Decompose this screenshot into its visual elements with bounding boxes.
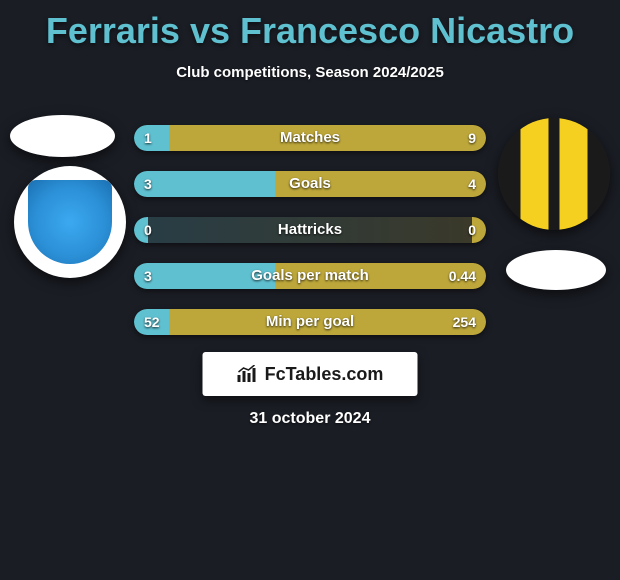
source-logo-text: FcTables.com xyxy=(265,364,384,385)
chart-icon xyxy=(237,365,259,383)
stats-bars: 19Matches 34Goals 00Hattricks 30.44Goals pe… xyxy=(134,125,486,355)
stat-label: Goals per match xyxy=(134,263,486,289)
source-logo: FcTables.com xyxy=(203,352,418,396)
snapshot-date: 31 october 2024 xyxy=(0,410,620,428)
player-left-avatar xyxy=(10,115,115,157)
stat-label: Hattricks xyxy=(134,217,486,243)
stat-row: 34Goals xyxy=(134,171,486,197)
team-left-badge xyxy=(14,166,126,278)
comparison-subtitle: Club competitions, Season 2024/2025 xyxy=(0,64,620,81)
team-right-badge xyxy=(506,250,606,290)
stat-row: 30.44Goals per match xyxy=(134,263,486,289)
player-right-avatar xyxy=(498,118,610,230)
stat-row: 52254Min per goal xyxy=(134,309,486,335)
comparison-title: Ferraris vs Francesco Nicastro xyxy=(0,0,620,52)
stat-row: 00Hattricks xyxy=(134,217,486,243)
stat-label: Min per goal xyxy=(134,309,486,335)
stat-label: Goals xyxy=(134,171,486,197)
stat-row: 19Matches xyxy=(134,125,486,151)
stat-label: Matches xyxy=(134,125,486,151)
